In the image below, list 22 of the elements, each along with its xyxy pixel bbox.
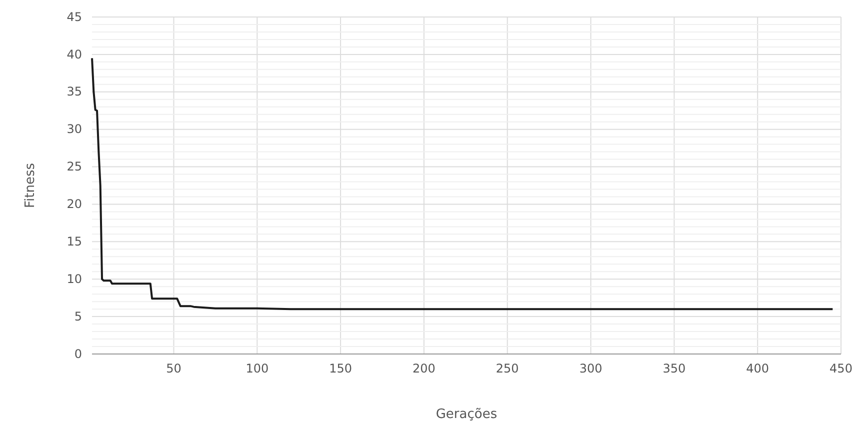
y-tick-label: 15: [66, 234, 82, 249]
x-tick-label: 300: [579, 362, 602, 376]
y-tick-label: 40: [66, 47, 82, 62]
y-tick-label: 45: [66, 10, 82, 24]
y-tick-label: 25: [66, 160, 82, 174]
x-axis-title: Gerações: [436, 407, 498, 422]
y-tick-label: 35: [66, 84, 82, 99]
y-axis-title: Fitness: [23, 162, 38, 208]
x-tick-label: 350: [662, 362, 686, 376]
line-series: [91, 57, 834, 310]
x-tick-label: 50: [166, 362, 182, 376]
y-tick-label: 30: [66, 122, 82, 136]
x-tick-label: 150: [329, 362, 352, 376]
x-tick-label: 400: [746, 362, 770, 376]
x-tick-label: 100: [246, 362, 269, 376]
x-tick-label: 450: [830, 362, 852, 376]
y-tick-label: 20: [66, 197, 82, 212]
y-tick-label: 10: [66, 272, 82, 286]
y-tick-label: 5: [74, 309, 82, 324]
x-tick-label: 250: [496, 362, 519, 376]
x-tick-label: 200: [412, 362, 436, 376]
y-tick-label: 0: [74, 346, 82, 361]
